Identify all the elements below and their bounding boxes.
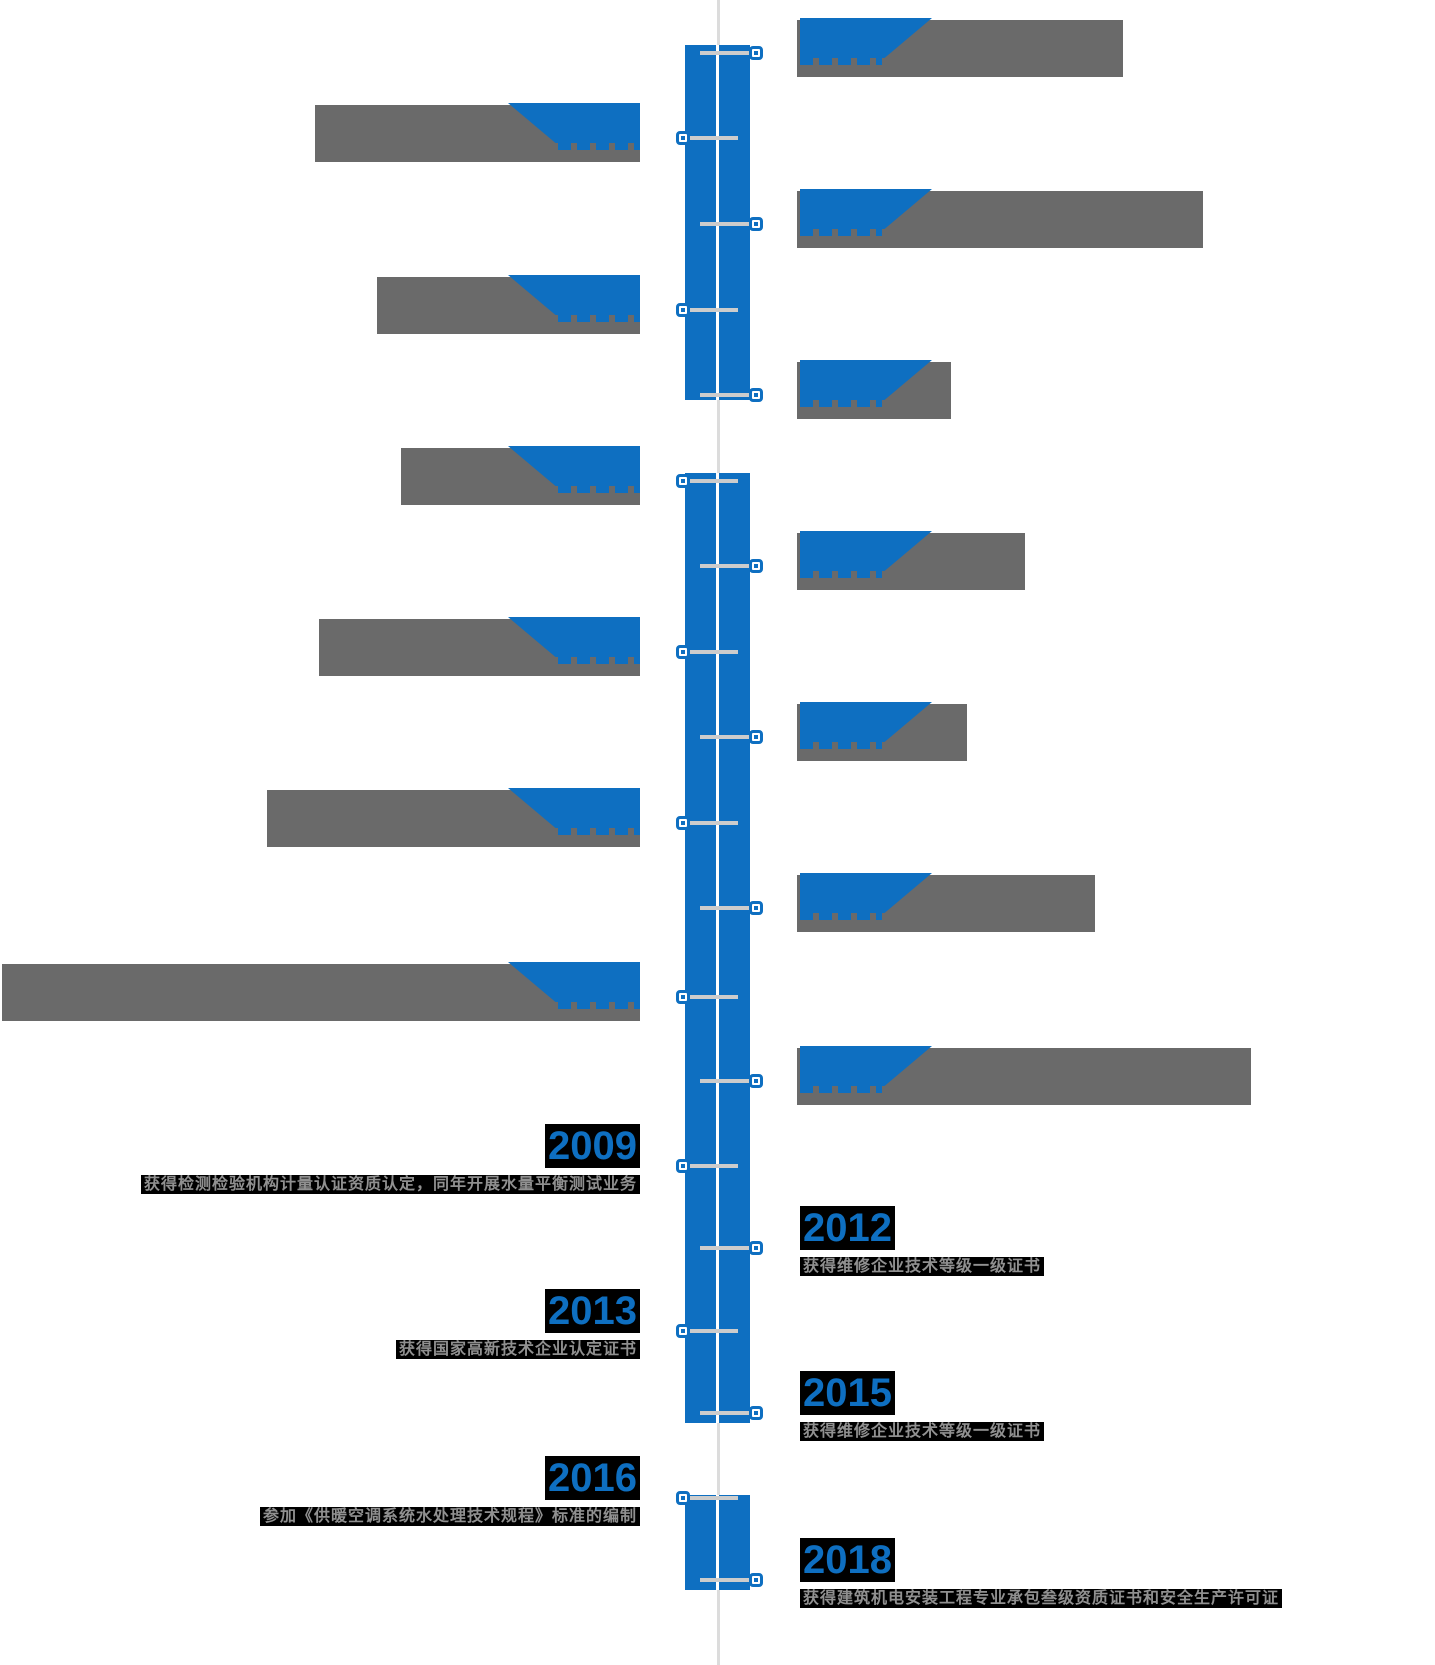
year-smear-fragments bbox=[558, 315, 640, 322]
year-smear-fragments bbox=[800, 400, 882, 407]
event-description: 获得国家高新技术企业认定证书 bbox=[395, 1339, 640, 1361]
event-year-text: 2018 bbox=[800, 1538, 895, 1582]
year-smear-fragments bbox=[558, 1002, 640, 1009]
node-tick-line bbox=[700, 51, 752, 55]
year-smear-fragments bbox=[558, 657, 640, 664]
timeline-bar-segment bbox=[685, 1495, 750, 1590]
event-year: 2016 bbox=[545, 1456, 640, 1500]
timeline-node-marker bbox=[749, 730, 763, 744]
timeline-node-marker bbox=[676, 645, 690, 659]
node-tick-line bbox=[700, 1411, 752, 1415]
event-year: 2018 bbox=[800, 1538, 895, 1582]
node-tick-line bbox=[700, 906, 752, 910]
event-description: 获得建筑机电安装工程专业承包叁级资质证书和安全生产许可证 bbox=[800, 1588, 1283, 1610]
timeline-node-marker bbox=[676, 1159, 690, 1173]
year-smear-fragments bbox=[800, 58, 882, 65]
timeline-node-marker bbox=[749, 901, 763, 915]
timeline-node-marker bbox=[749, 217, 763, 231]
event-year-text: 2009 bbox=[545, 1124, 640, 1168]
event-description: 获得检测检验机构计量认证资质认定，同年开展水量平衡测试业务 bbox=[140, 1174, 640, 1196]
timeline-node-marker bbox=[676, 131, 690, 145]
event-year-text: 2013 bbox=[545, 1289, 640, 1333]
timeline-node-marker bbox=[676, 990, 690, 1004]
node-tick-line bbox=[700, 1079, 752, 1083]
node-tick-line bbox=[700, 564, 752, 568]
node-tick-line bbox=[686, 136, 738, 140]
year-smear-fragments bbox=[558, 143, 640, 150]
event-year: 2012 bbox=[800, 1206, 895, 1250]
year-smear-fragments bbox=[800, 742, 882, 749]
timeline-node-marker bbox=[676, 816, 690, 830]
timeline-node-marker bbox=[749, 1074, 763, 1088]
node-tick-line bbox=[686, 479, 738, 483]
segment-center-line bbox=[716, 1495, 719, 1590]
timeline-bar-segment bbox=[685, 473, 750, 1423]
year-smear-fragments bbox=[558, 486, 640, 493]
timeline-node-marker bbox=[749, 1406, 763, 1420]
node-tick-line bbox=[700, 393, 752, 397]
event-year: 2009 bbox=[545, 1124, 640, 1168]
event-description: 获得维修企业技术等级一级证书 bbox=[800, 1256, 1045, 1278]
event-description-text: 获得维修企业技术等级一级证书 bbox=[800, 1257, 1045, 1276]
node-tick-line bbox=[700, 1578, 752, 1582]
node-tick-line bbox=[700, 222, 752, 226]
node-tick-line bbox=[686, 1164, 738, 1168]
year-smear-fragments bbox=[800, 229, 882, 236]
year-smear-fragments bbox=[800, 571, 882, 578]
timeline-node-marker bbox=[676, 303, 690, 317]
event-description-text: 获得国家高新技术企业认定证书 bbox=[395, 1340, 640, 1359]
node-tick-line bbox=[686, 1329, 738, 1333]
event-description-text: 参加《供暖空调系统水处理技术规程》标准的编制 bbox=[259, 1507, 640, 1526]
timeline-node-marker bbox=[749, 1573, 763, 1587]
timeline-node-marker bbox=[676, 474, 690, 488]
event-year-text: 2016 bbox=[545, 1456, 640, 1500]
event-description-text: 获得检测检验机构计量认证资质认定，同年开展水量平衡测试业务 bbox=[140, 1175, 640, 1194]
node-tick-line bbox=[686, 308, 738, 312]
timeline-node-marker bbox=[749, 1241, 763, 1255]
year-smear-fragments bbox=[800, 913, 882, 920]
node-tick-line bbox=[686, 995, 738, 999]
event-description: 参加《供暖空调系统水处理技术规程》标准的编制 bbox=[259, 1506, 640, 1528]
node-tick-line bbox=[686, 650, 738, 654]
timeline-node-marker bbox=[749, 388, 763, 402]
node-tick-line bbox=[686, 821, 738, 825]
segment-center-line bbox=[716, 473, 719, 1423]
event-description: 获得维修企业技术等级一级证书 bbox=[800, 1421, 1045, 1443]
node-tick-line bbox=[700, 735, 752, 739]
timeline-node-marker bbox=[749, 559, 763, 573]
event-year: 2015 bbox=[800, 1371, 895, 1415]
event-year-text: 2012 bbox=[800, 1206, 895, 1250]
event-description-text: 获得维修企业技术等级一级证书 bbox=[800, 1422, 1045, 1441]
timeline-node-marker bbox=[676, 1324, 690, 1338]
node-tick-line bbox=[686, 1496, 738, 1500]
year-smear-fragments bbox=[558, 828, 640, 835]
event-year-text: 2015 bbox=[800, 1371, 895, 1415]
event-year: 2013 bbox=[545, 1289, 640, 1333]
timeline-node-marker bbox=[749, 46, 763, 60]
event-description-text: 获得建筑机电安装工程专业承包叁级资质证书和安全生产许可证 bbox=[800, 1589, 1283, 1608]
node-tick-line bbox=[700, 1246, 752, 1250]
timeline-node-marker bbox=[676, 1491, 690, 1505]
year-smear-fragments bbox=[800, 1086, 882, 1093]
